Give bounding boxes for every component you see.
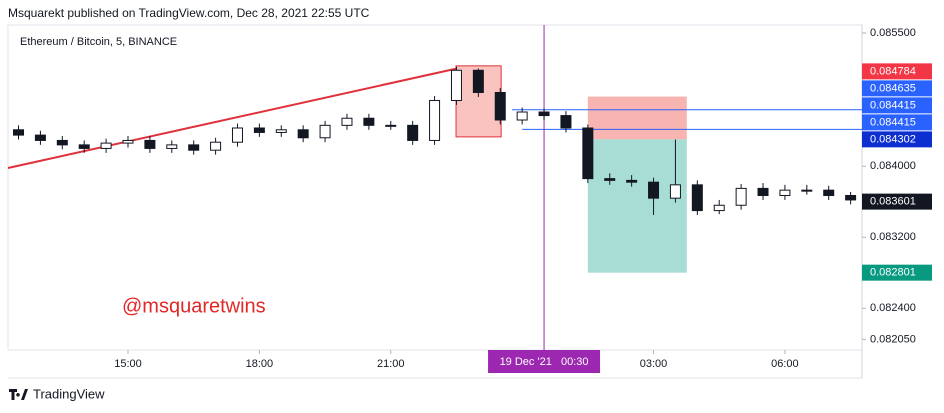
candle-body <box>13 129 25 136</box>
price-tag-label: 0.083601 <box>870 196 916 208</box>
price-tag <box>862 63 932 80</box>
candle-body <box>626 179 638 183</box>
candle-body <box>516 111 528 121</box>
x-tick-label: 03:00 <box>640 358 668 370</box>
candle-body <box>56 139 68 146</box>
chart-title: Ethereum / Bitcoin, 5, BINANCE <box>20 36 177 48</box>
pane <box>7 24 863 351</box>
plot <box>7 25 862 350</box>
candle-body <box>472 69 484 93</box>
x-tick-label: 21:00 <box>377 358 405 370</box>
candle-body <box>713 204 725 212</box>
candle-body <box>735 187 747 206</box>
candle-body <box>407 124 419 141</box>
candle-body <box>385 124 397 127</box>
candle-body <box>823 189 835 196</box>
y-tick-label: 0.082050 <box>870 333 916 345</box>
candle-body <box>78 144 90 149</box>
price-tag-label: 0.082801 <box>870 267 916 279</box>
candle-body <box>341 117 353 126</box>
candle-body <box>297 129 309 139</box>
candle-body <box>450 69 462 101</box>
price-tag-label: 0.084784 <box>870 65 916 77</box>
candle-body <box>210 141 222 151</box>
price-tag-label: 0.084302 <box>870 133 916 145</box>
candle-body <box>779 189 791 196</box>
price-tag <box>862 97 932 114</box>
stop-zone <box>587 96 687 140</box>
candle-body <box>757 187 769 196</box>
price-tag <box>862 80 932 97</box>
time-label-box <box>488 350 601 373</box>
y-tick-label: 0.085500 <box>870 27 916 39</box>
price-tag-label: 0.084415 <box>870 116 916 128</box>
time-label: 19 Dec '21 00:30 <box>500 356 589 368</box>
candle-body <box>801 189 813 192</box>
candle-body <box>144 139 156 149</box>
price-tag <box>862 114 932 131</box>
x-tick-label: 15:00 <box>114 358 142 370</box>
trendline <box>7 67 458 169</box>
y-tick-label: 0.083200 <box>870 231 916 243</box>
candle-body <box>166 144 178 149</box>
logo <box>9 389 28 400</box>
candle-body <box>582 127 594 180</box>
x-tick-label: 06:00 <box>771 358 799 370</box>
footer: TradingView <box>33 386 105 401</box>
candle-body <box>34 134 46 141</box>
candle-body <box>319 124 331 139</box>
logo-icon <box>9 389 28 400</box>
watermark: @msquaretwins <box>122 295 266 317</box>
x-tick-label: 18:00 <box>246 358 274 370</box>
candle-body <box>648 181 660 199</box>
price-tag <box>862 131 932 148</box>
y-tick-label: 0.082400 <box>870 302 916 314</box>
candle-body <box>560 115 572 129</box>
candle-body <box>669 184 681 199</box>
price-tag <box>862 193 932 210</box>
candle-body <box>253 127 265 133</box>
candle-body <box>691 184 703 212</box>
candle-body <box>429 99 441 141</box>
candle-body <box>363 117 375 126</box>
price-tag-label: 0.084635 <box>870 82 916 94</box>
candle-body <box>494 91 506 121</box>
y-tick-label: 0.084000 <box>870 160 916 172</box>
candle-body <box>188 144 200 151</box>
candle-body <box>231 127 243 143</box>
candle-body <box>275 129 287 133</box>
candle-body <box>604 178 616 181</box>
candle-body <box>538 111 550 117</box>
candle-body <box>845 194 857 201</box>
price-tag <box>862 264 932 281</box>
candle-body <box>100 142 112 149</box>
price-tag-label: 0.084415 <box>870 99 916 111</box>
candle-body <box>122 139 134 144</box>
header: Msquarekt published on TradingView.com, … <box>8 6 370 20</box>
target-zone <box>587 139 687 273</box>
